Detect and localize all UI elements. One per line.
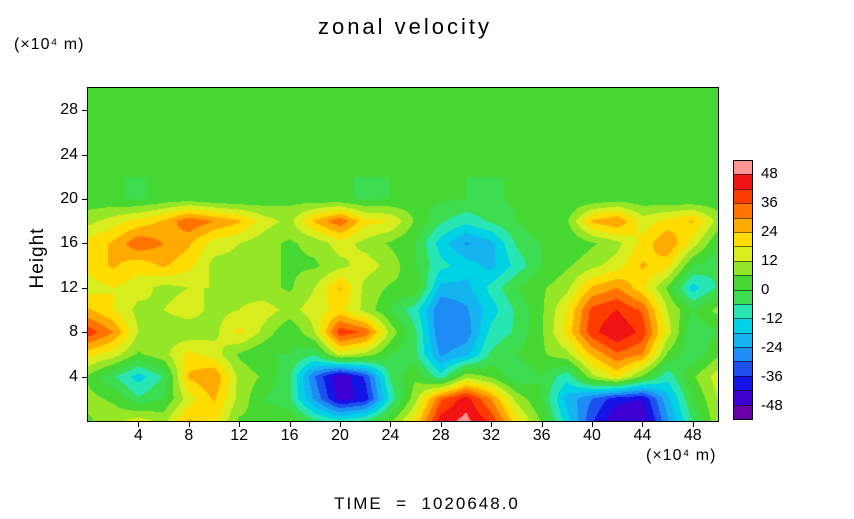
y-tick-label: 28 bbox=[60, 101, 78, 119]
x-tick-label: 28 bbox=[431, 427, 450, 444]
y-tick-mark bbox=[82, 376, 87, 378]
y-tick-mark bbox=[82, 110, 87, 112]
colorbar-segment bbox=[734, 375, 752, 391]
x-tick-mark bbox=[592, 422, 593, 427]
colorbar-tick-label: 48 bbox=[761, 165, 778, 183]
x-tick-label: 24 bbox=[381, 427, 400, 444]
x-axis-unit-label: (×10⁴ m) bbox=[646, 447, 717, 464]
x-tick-mark bbox=[239, 422, 241, 427]
x-tick-label: 20 bbox=[331, 427, 349, 444]
chart-title: zonal velocity bbox=[317, 14, 493, 39]
x-tick-label: 12 bbox=[230, 427, 249, 444]
y-tick-mark bbox=[82, 287, 87, 289]
colorbar-tick-label: -48 bbox=[761, 396, 783, 414]
colorbar-segment bbox=[734, 188, 752, 204]
colorbar-segment bbox=[734, 332, 752, 348]
x-tick-label: 4 bbox=[133, 427, 143, 444]
heatmap-canvas bbox=[88, 88, 718, 421]
x-tick-mark bbox=[289, 422, 291, 427]
y-tick-label: 16 bbox=[60, 234, 78, 252]
y-tick-mark bbox=[82, 243, 87, 245]
y-tick-label: 24 bbox=[60, 145, 78, 163]
colorbar-segment bbox=[734, 303, 752, 319]
y-tick-mark bbox=[82, 199, 87, 200]
x-tick-mark bbox=[642, 422, 644, 427]
x-tick-mark bbox=[390, 422, 392, 427]
y-tick-label: 20 bbox=[60, 190, 78, 207]
colorbar-segment bbox=[734, 203, 752, 218]
x-tick-label: 48 bbox=[683, 427, 702, 444]
x-tick-mark bbox=[440, 422, 442, 427]
colorbar-segment bbox=[734, 161, 752, 175]
colorbar-tick-label: -36 bbox=[761, 367, 783, 385]
colorbar bbox=[733, 160, 753, 420]
colorbar-segment bbox=[734, 347, 752, 362]
colorbar-segment bbox=[734, 289, 752, 304]
colorbar-segment bbox=[734, 318, 752, 333]
x-tick-label: 40 bbox=[583, 427, 601, 444]
colorbar-segment bbox=[734, 217, 752, 232]
y-tick-label: 4 bbox=[69, 367, 78, 385]
y-tick-label: 12 bbox=[60, 278, 78, 296]
colorbar-segment bbox=[734, 275, 752, 290]
x-tick-mark bbox=[491, 422, 493, 427]
x-tick-label: 36 bbox=[532, 427, 551, 444]
x-tick-mark bbox=[541, 422, 543, 427]
y-tick-label: 8 bbox=[69, 323, 78, 341]
time-label: TIME = 1020648.0 bbox=[334, 494, 520, 513]
x-tick-label: 32 bbox=[482, 427, 501, 444]
x-tick-label: 8 bbox=[184, 427, 194, 444]
colorbar-tick-label: -12 bbox=[761, 309, 783, 327]
colorbar-segment bbox=[734, 390, 752, 405]
colorbar-tick-label: 24 bbox=[761, 223, 778, 241]
colorbar-tick-label: -24 bbox=[761, 338, 783, 356]
y-axis-unit-label: (×10⁴ m) bbox=[14, 36, 85, 53]
x-tick-mark bbox=[138, 422, 140, 427]
colorbar-tick-label: 36 bbox=[761, 194, 778, 212]
x-tick-mark bbox=[692, 422, 694, 427]
colorbar-tick-label: 12 bbox=[761, 252, 778, 270]
colorbar-segment bbox=[734, 246, 752, 261]
x-tick-mark bbox=[340, 422, 341, 427]
colorbar-tick-label: 0 bbox=[761, 281, 770, 298]
x-tick-label: 44 bbox=[633, 427, 652, 444]
colorbar-segment bbox=[734, 174, 752, 189]
x-tick-label: 16 bbox=[280, 427, 299, 444]
colorbar-segment bbox=[734, 260, 752, 276]
y-tick-mark bbox=[82, 154, 87, 156]
colorbar-segment bbox=[734, 404, 752, 420]
colorbar-segment bbox=[734, 361, 752, 376]
colorbar-segment bbox=[734, 231, 752, 247]
y-tick-mark bbox=[82, 332, 87, 334]
x-tick-mark bbox=[188, 422, 190, 427]
